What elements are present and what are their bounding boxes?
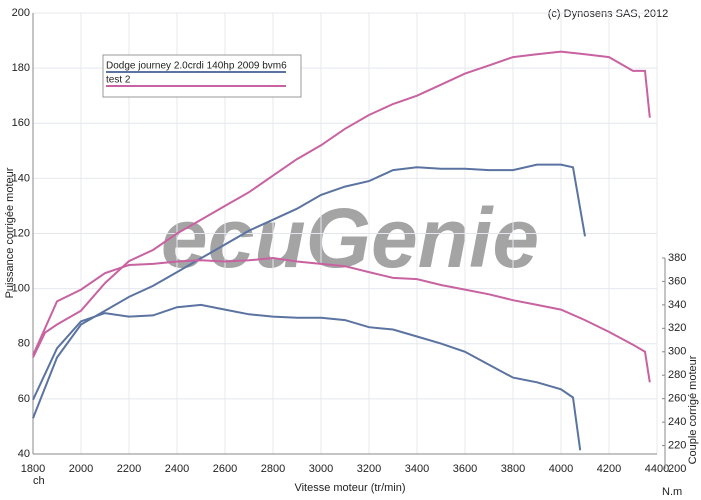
y2-tick-label: 200 (668, 463, 686, 475)
y-tick-label: 60 (18, 393, 30, 405)
y-axis-title: Puissance corrigée moteur (4, 167, 16, 298)
y-tick-label: 140 (12, 172, 30, 184)
y2-tick-label: 240 (668, 416, 686, 428)
y-tick-label: 120 (12, 227, 30, 239)
y2-axis-title: Couple corrigé moteur (687, 355, 699, 464)
x-tick-label: 3200 (357, 463, 381, 475)
y2-tick-label: 220 (668, 439, 686, 451)
x-tick-label: 2600 (213, 463, 237, 475)
x-tick-label: 3800 (501, 463, 525, 475)
x-tick-label: 2400 (165, 463, 189, 475)
x-tick-label: 3000 (309, 463, 333, 475)
y2-tick-label: 340 (668, 299, 686, 311)
y2-tick-label: 380 (668, 252, 686, 264)
x-tick-label: 4000 (549, 463, 573, 475)
x-tick-label: 4200 (597, 463, 621, 475)
series-line (32, 163, 586, 419)
legend-label: Dodge journey 2.0crdi 140hp 2009 bvm6 (106, 61, 287, 72)
x-tick-label: 1800 (21, 463, 45, 475)
x-tick-label: 3400 (405, 463, 429, 475)
y-tick-label: 40 (18, 448, 30, 460)
y2-tick-label: 300 (668, 346, 686, 358)
series-line (32, 303, 582, 451)
y-tick-label: 180 (12, 62, 30, 74)
y-tick-label: 200 (12, 7, 30, 19)
y2-tick-label: 280 (668, 369, 686, 381)
x-tick-label: 2800 (261, 463, 285, 475)
y2-tick-label: 360 (668, 275, 686, 287)
x-tick-label: 2000 (69, 463, 93, 475)
copyright: (c) Dynosens SAS, 2012 (548, 8, 668, 20)
y-tick-label: 160 (12, 117, 30, 129)
x-tick-label: 2200 (117, 463, 141, 475)
x-axis-title: Vitesse moteur (tr/min) (294, 482, 405, 494)
y-unit: ch (33, 475, 45, 487)
y2-tick-label: 260 (668, 393, 686, 405)
watermark: ecuGenie (161, 191, 539, 285)
y-tick-label: 100 (12, 283, 30, 295)
legend-label: test 2 (106, 75, 131, 86)
series-line (32, 256, 651, 383)
x-tick-label: 3600 (453, 463, 477, 475)
legend-box (102, 54, 302, 98)
y2-tick-label: 320 (668, 322, 686, 334)
y2-unit: N.m (662, 486, 682, 498)
y-tick-label: 80 (18, 338, 30, 350)
x-tick-label: 4400 (645, 463, 669, 475)
